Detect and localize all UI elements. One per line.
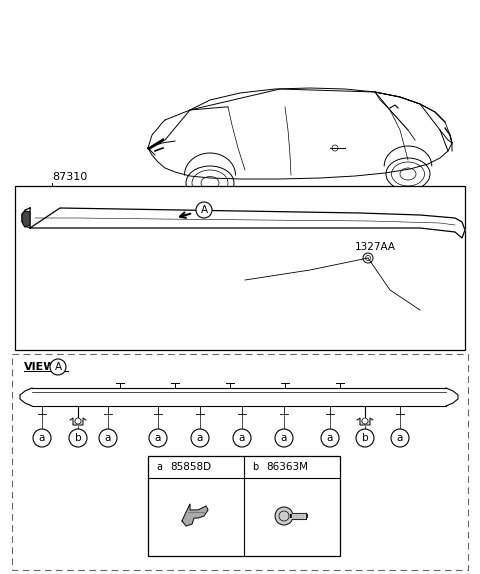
Text: b: b [75,433,81,443]
Text: a: a [39,433,45,443]
Circle shape [321,429,339,447]
Circle shape [248,460,262,474]
Circle shape [391,429,409,447]
Text: 87310: 87310 [52,172,87,182]
Text: a: a [105,433,111,443]
Text: 85858D: 85858D [170,462,211,472]
Circle shape [152,460,166,474]
Text: A: A [201,205,207,215]
Text: a: a [397,433,403,443]
Polygon shape [182,504,208,526]
Text: a: a [156,462,162,472]
Circle shape [275,429,293,447]
Circle shape [362,418,368,424]
Text: a: a [155,433,161,443]
Text: a: a [197,433,203,443]
Circle shape [99,429,117,447]
Circle shape [75,418,81,424]
Text: 86363M: 86363M [266,462,308,472]
Polygon shape [70,418,86,425]
Text: VIEW: VIEW [24,362,57,372]
Bar [148,456,340,556]
Text: b: b [362,433,368,443]
Text: A: A [54,362,61,372]
Circle shape [233,429,251,447]
Circle shape [356,429,374,447]
Polygon shape [357,418,373,425]
Text: b: b [252,462,258,472]
Text: a: a [327,433,333,443]
Text: 1327AA: 1327AA [355,242,396,252]
Bar [12,354,468,570]
Circle shape [191,429,209,447]
Circle shape [196,202,212,218]
Circle shape [149,429,167,447]
Circle shape [275,507,293,525]
Circle shape [69,429,87,447]
Text: a: a [281,433,287,443]
Polygon shape [22,208,465,238]
Circle shape [50,359,66,375]
Circle shape [33,429,51,447]
Text: a: a [239,433,245,443]
Polygon shape [22,211,30,227]
Bar [15,186,465,350]
